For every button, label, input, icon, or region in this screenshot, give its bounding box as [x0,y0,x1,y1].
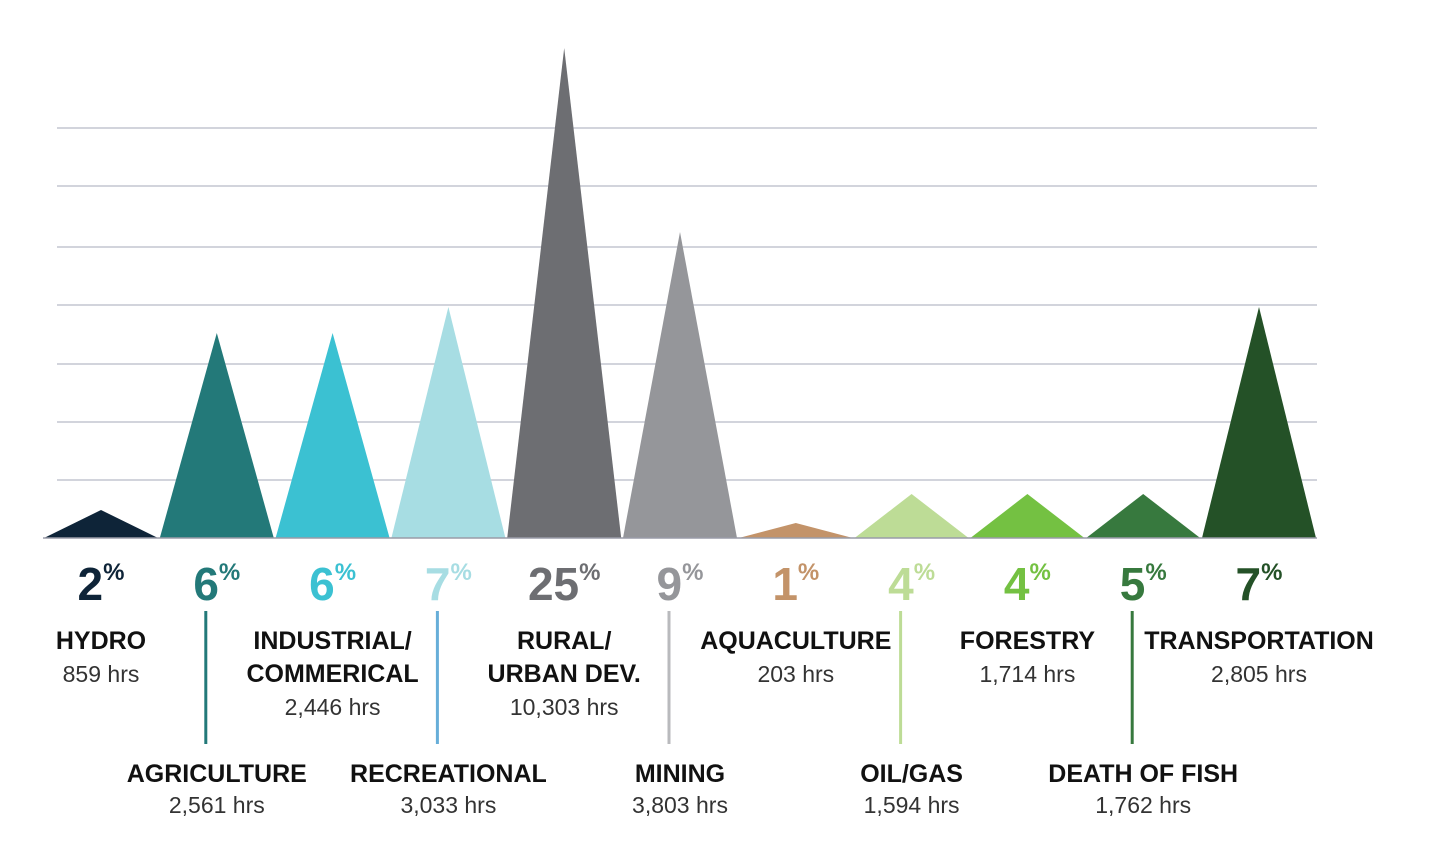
category-label-recreational: RECREATIONAL [350,760,547,788]
category-labels: 2% HYDRO 859 hrs 6% AGRICULTURE 2,561 hrs 6% IN… [56,558,1374,818]
category-label-agriculture: AGRICULTURE [127,760,307,788]
hours-label-mining: 3,803 hrs [632,792,728,818]
percent-label-transportation: 7% [1236,558,1283,610]
triangle-recreational [391,307,506,538]
triangle-oil-gas [854,494,969,538]
percent-label-rural-urban-dev: 25% [528,558,601,610]
triangle-transportation [1202,307,1316,538]
category-label-mining: MINING [635,760,725,788]
triangle-hydro [44,510,158,538]
hours-label-industrial-commerical: 2,446 hrs [285,694,381,720]
percent-label-recreational: 7% [425,558,472,610]
category-label-industrial-commerical: COMMERICAL [246,660,418,688]
hours-label-death-of-fish: 1,762 hrs [1095,792,1191,818]
category-label-hydro: HYDRO [56,627,146,655]
category-label-industrial-commerical: INDUSTRIAL/ [253,627,411,655]
hours-label-forestry: 1,714 hrs [979,661,1075,687]
triangle-aquaculture [738,523,853,538]
triangle-marks [43,48,1317,539]
triangle-death-of-fish [1086,494,1201,538]
category-label-transportation: TRANSPORTATION [1144,627,1374,655]
percent-label-death-of-fish: 5% [1120,558,1167,610]
percent-label-industrial-commerical: 6% [309,558,356,610]
triangle-rural-urban-dev [507,48,622,538]
category-label-rural-urban-dev: RURAL/ [517,627,611,655]
percent-label-agriculture: 6% [193,558,240,610]
hours-label-transportation: 2,805 hrs [1211,661,1307,687]
hours-label-rural-urban-dev: 10,303 hrs [510,694,619,720]
hours-label-aquaculture: 203 hrs [757,661,834,687]
hours-label-recreational: 3,033 hrs [400,792,496,818]
percent-label-aquaculture: 1% [772,558,819,610]
percent-label-forestry: 4% [1004,558,1051,610]
triangle-industrial-commerical [275,333,390,538]
category-label-death-of-fish: DEATH OF FISH [1048,760,1238,788]
hours-label-hydro: 859 hrs [63,661,140,687]
triangle-agriculture [159,333,274,538]
category-label-forestry: FORESTRY [960,627,1096,655]
percent-label-mining: 9% [657,558,704,610]
category-label-aquaculture: AQUACULTURE [700,627,891,655]
category-label-oil-gas: OIL/GAS [860,760,963,788]
percent-label-oil-gas: 4% [888,558,935,610]
category-label-rural-urban-dev: URBAN DEV. [488,660,641,688]
percent-label-hydro: 2% [78,558,125,610]
hours-label-oil-gas: 1,594 hrs [864,792,960,818]
hours-label-agriculture: 2,561 hrs [169,792,265,818]
triangle-forestry [970,494,1085,538]
triangle-mining [623,232,737,538]
